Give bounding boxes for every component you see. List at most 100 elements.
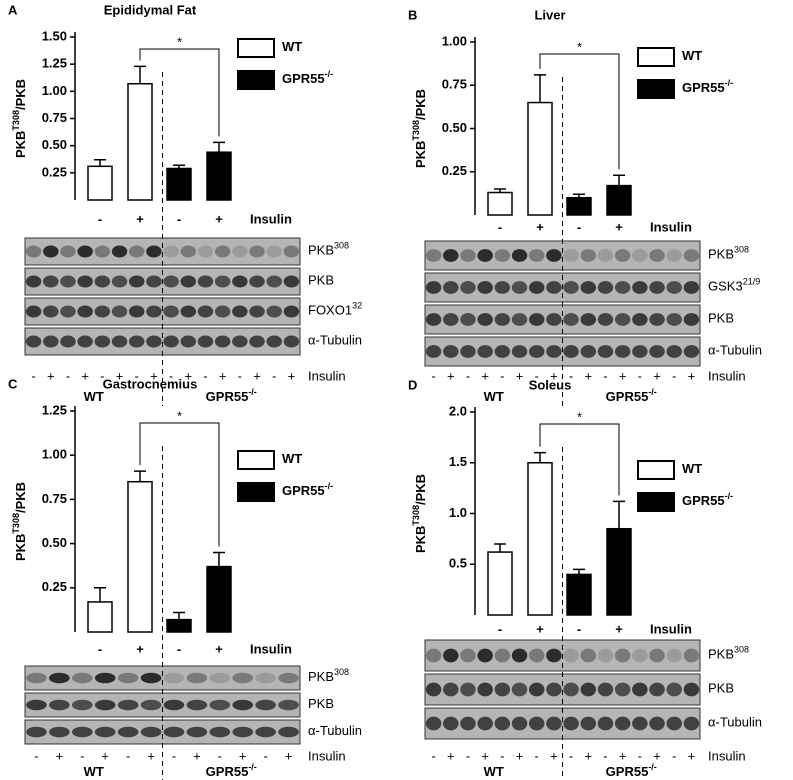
x-tick-label: - [498, 219, 502, 234]
blot-band [563, 716, 579, 731]
blot-band [477, 281, 493, 294]
blot-band [597, 345, 614, 358]
blot-band [49, 672, 70, 684]
significance-label: * [177, 408, 182, 423]
blot-band [649, 716, 665, 731]
lane-label: - [569, 368, 573, 383]
panel-letter: C [8, 376, 18, 391]
group-label-sup: -/- [648, 387, 657, 397]
blot-label-text: α-Tubulin [708, 715, 762, 730]
blot-band [528, 682, 545, 697]
blot-band [563, 281, 579, 294]
blot-band [43, 275, 59, 288]
blot-band [140, 672, 162, 684]
lane-label: + [619, 368, 627, 383]
lane-label: - [500, 748, 504, 763]
lane-label: + [584, 368, 592, 383]
lane-label: - [603, 368, 607, 383]
bar [166, 618, 192, 633]
blot-band [77, 275, 93, 288]
group-label: WT [84, 764, 104, 779]
blot-band [186, 699, 208, 711]
blot-band [477, 345, 493, 358]
y-tick-label: 0.75 [42, 110, 67, 125]
blot-band [632, 345, 648, 358]
error-bar [534, 74, 546, 103]
chart-title: Soleus [529, 377, 572, 392]
blot-band [249, 245, 265, 258]
y-axis-label-text: PKB [413, 526, 428, 553]
panel-letter: D [408, 377, 417, 392]
blot-band [180, 245, 197, 258]
blot-band [278, 699, 299, 711]
blot-band [546, 682, 562, 697]
group-label-text: WT [84, 389, 104, 404]
group-label-text: GPR55 [606, 764, 649, 779]
blot-band [180, 335, 197, 348]
blot-label-text: α-Tubulin [308, 723, 362, 738]
blot-label-text: PKB [308, 696, 334, 711]
y-tick-label: 0.50 [42, 137, 67, 152]
y-tick-label: 0.5 [449, 556, 467, 571]
blot-band [649, 682, 665, 697]
group-label-sup: -/- [248, 762, 257, 772]
legend-swatch [637, 79, 675, 99]
lane-label: + [688, 748, 696, 763]
bar [487, 191, 513, 216]
lane-label: + [239, 748, 247, 763]
legend-label: GPR55-/- [282, 481, 333, 498]
blot-label: PKB [708, 681, 734, 696]
significance-label: * [577, 409, 582, 424]
legend-label: GPR55-/- [282, 69, 333, 86]
blot-band [683, 345, 700, 358]
y-axis-label-tail: /PKB [13, 482, 28, 513]
blot-label: PKB [308, 273, 334, 288]
blot-band [460, 648, 476, 663]
blot-band [649, 345, 665, 358]
lane-label: - [466, 368, 470, 383]
error-bar [94, 159, 106, 167]
blot-band [511, 313, 528, 326]
blot-band [666, 648, 682, 663]
blot-band [163, 335, 179, 348]
blot-band [614, 281, 631, 294]
legend-label: WT [282, 39, 302, 54]
blot-band [197, 305, 214, 318]
blot-band [597, 249, 614, 262]
blot-label-sup: 308 [334, 667, 349, 677]
lane-label: - [100, 368, 104, 383]
y-tick-label: 1.25 [42, 402, 67, 417]
blot-band [443, 249, 459, 262]
blot-band [649, 281, 665, 294]
blot-band [683, 281, 700, 294]
lane-label: + [653, 748, 661, 763]
condition-label: Insulin [650, 219, 692, 234]
blot-band [563, 249, 579, 262]
x-tick-label: + [536, 621, 544, 636]
legend-label: WT [682, 48, 702, 63]
legend-swatch [237, 38, 275, 58]
x-tick-label: - [577, 621, 581, 636]
blot-band [494, 648, 511, 663]
blot-band [477, 682, 493, 697]
blot-label: α-Tubulin [308, 333, 362, 348]
y-tick-label: 0.50 [442, 120, 467, 135]
x-tick-label: + [615, 621, 623, 636]
blot-band [528, 345, 545, 358]
blot-band [117, 726, 139, 738]
lane-label: - [238, 368, 242, 383]
lane-label: - [34, 748, 38, 763]
blot-band [425, 716, 442, 731]
blot-band [614, 716, 631, 731]
error-bar [573, 568, 585, 575]
bar [127, 480, 153, 633]
blot-band [580, 313, 597, 326]
lane-label: + [481, 368, 489, 383]
lane-label: + [653, 368, 661, 383]
lane-label: + [288, 368, 296, 383]
blot-band [111, 305, 128, 318]
error-bar [134, 470, 146, 482]
lane-label: - [431, 748, 435, 763]
blot-band [511, 281, 528, 294]
x-tick-label: - [177, 211, 181, 226]
